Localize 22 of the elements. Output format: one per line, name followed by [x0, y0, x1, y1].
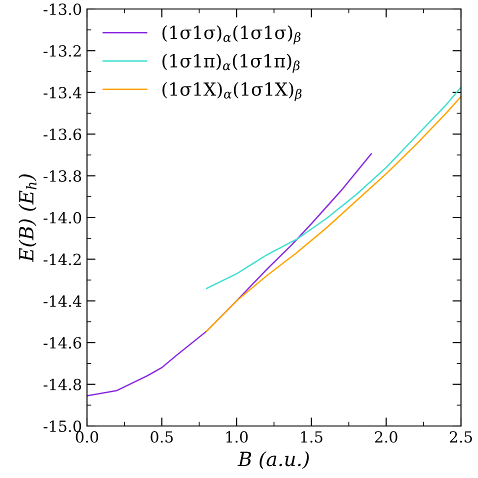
- y-tick-label: -14.8: [44, 378, 82, 390]
- x-tick-label: 2.0: [375, 431, 398, 443]
- x-tick-label: 1.0: [226, 431, 248, 443]
- y-tick-label: -13.2: [44, 45, 81, 57]
- x-tick-label: 1.5: [301, 431, 322, 443]
- y-tick-label: -14.0: [44, 212, 82, 224]
- y-tick-label: -13.4: [44, 86, 82, 98]
- x-axis-title: B (a.u.): [238, 451, 309, 470]
- x-tick-label: 0.5: [150, 431, 173, 443]
- y-tick-label: -15.0: [44, 420, 82, 432]
- x-tick-label: 0.0: [76, 431, 98, 443]
- y-tick-label: -14.6: [44, 337, 82, 349]
- legend-label: (1σ1σ)$_{α}$(1σ1σ)$_{β}$: [162, 25, 300, 44]
- y-tick-label: -13.8: [44, 170, 82, 182]
- legend-label: (1σ1π)$_{α}$(1σ1π)$_{β}$: [162, 54, 300, 73]
- x-tick-label: 2.5: [450, 431, 472, 443]
- legend-label: (1σ1X)$_{α}$(1σ1X)$_{β}$: [162, 82, 302, 102]
- y-tick-label: -14.4: [44, 295, 82, 307]
- y-axis-title: E(B) (E$_{h}$): [18, 174, 36, 262]
- y-tick-label: -13.6: [44, 128, 82, 140]
- y-tick-label: -13.0: [44, 3, 82, 16]
- y-tick-label: -14.2: [44, 254, 81, 266]
